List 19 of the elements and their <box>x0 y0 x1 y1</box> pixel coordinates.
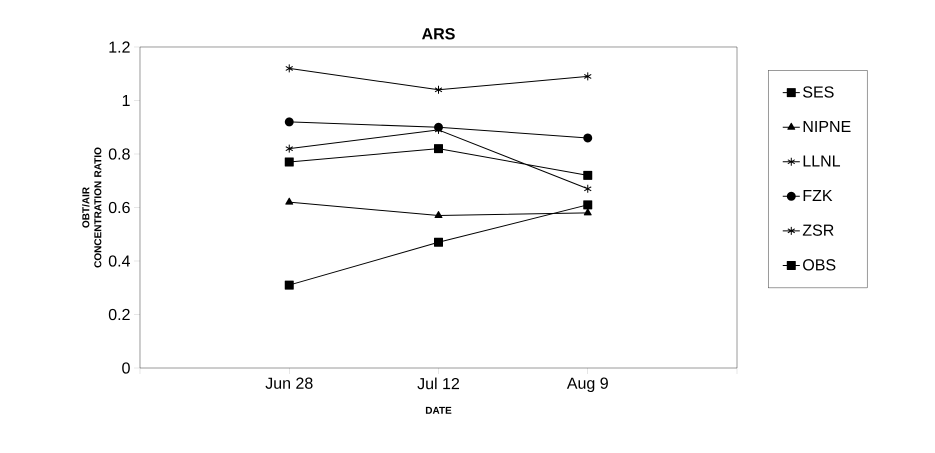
x-tick-label: Aug 9 <box>566 378 608 392</box>
legend-label: OBS <box>803 259 836 271</box>
y-tick-label: 0.4 <box>108 255 130 267</box>
y-tick-label: 0 <box>122 362 130 374</box>
legend-label: LLNL <box>804 155 840 166</box>
y-tick-label: 1.2 <box>109 41 130 53</box>
x-tick-label: Jun 28 <box>265 378 313 389</box>
y-tick-label: 0.2 <box>108 308 130 320</box>
legend-label: FZK <box>804 190 832 202</box>
y-axis-title: OBT/AIR CONCENTRATION RATIO <box>82 148 102 268</box>
y-tick-label: 0.6 <box>108 202 130 214</box>
x-tick-label: Jul 12 <box>417 378 460 390</box>
chart-title: ARS <box>422 28 455 40</box>
y-tick-label: 0.8 <box>108 148 130 160</box>
legend-label: NIPNE <box>804 120 851 132</box>
x-axis-title: DATE <box>426 406 452 414</box>
legend-label: ZSR <box>802 224 834 236</box>
y-tick-label: 1 <box>122 94 130 106</box>
legend-label: SES <box>803 86 834 98</box>
